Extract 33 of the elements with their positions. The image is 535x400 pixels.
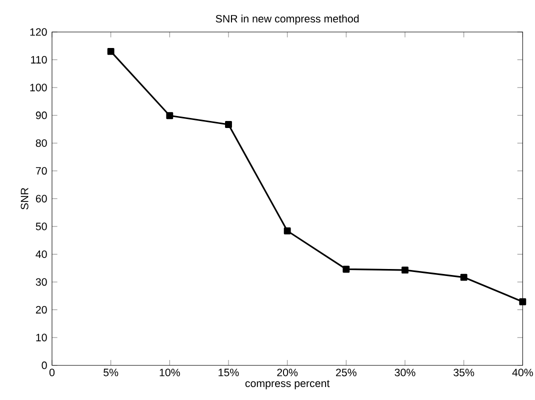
y-tick-label: 30 — [36, 278, 47, 286]
y-tick-label: 100 — [30, 84, 47, 92]
chart-title: SNR in new compress method — [216, 14, 359, 25]
x-tick-label: 0 — [49, 368, 55, 376]
point — [402, 266, 408, 274]
point — [284, 227, 291, 234]
x-tick-label: 5% — [104, 368, 118, 376]
y-tick-label: 80 — [36, 139, 47, 147]
x-tick-label: 15% — [218, 368, 239, 376]
y-tick-label: 50 — [36, 222, 47, 230]
y-tick-label: 90 — [36, 112, 47, 120]
y-tick-label: 40 — [36, 250, 47, 258]
point — [519, 298, 526, 306]
x-tick-label: 10% — [160, 368, 180, 376]
x-tick-label: 40% — [512, 368, 533, 376]
y-tick-label: 70 — [36, 167, 47, 175]
point — [107, 48, 114, 55]
y-tick-label: 110 — [31, 56, 47, 64]
y-tick-label: 0 — [42, 362, 47, 370]
point — [342, 266, 350, 273]
point — [225, 121, 232, 128]
y-axis-title: SNR — [20, 188, 28, 210]
point — [460, 274, 468, 281]
y-tick-label: 10 — [36, 334, 47, 342]
x-tick-label: 20% — [277, 368, 298, 376]
x-tick-label: 30% — [394, 368, 416, 376]
y-tick-label: 60 — [36, 194, 47, 202]
x-axis-title: compress percent — [245, 380, 330, 390]
x-tick-label: 35% — [454, 368, 474, 376]
y-tick-label: 20 — [36, 306, 47, 314]
point — [166, 112, 174, 120]
x-tick-label: 25% — [336, 368, 356, 376]
y-tick-label: 120 — [30, 28, 47, 36]
